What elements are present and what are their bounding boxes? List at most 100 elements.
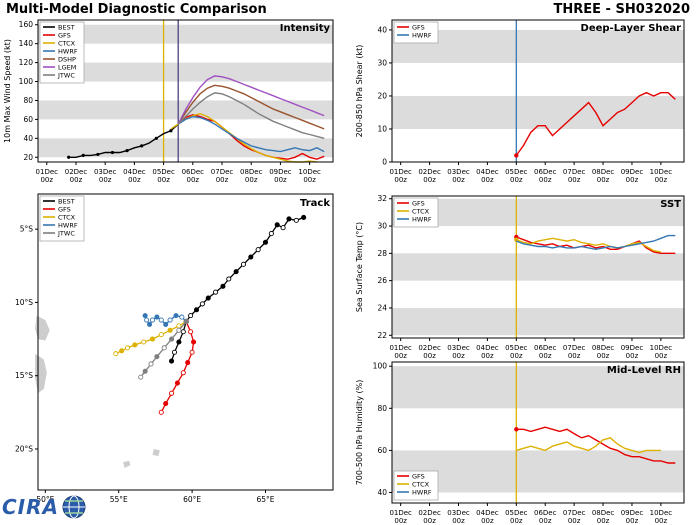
track-point-BEST [188, 313, 194, 319]
track-point-GFS [185, 359, 191, 366]
series-marker-BEST [96, 152, 100, 157]
x-tick-day: 04Dec [476, 344, 499, 352]
land-shape [123, 460, 131, 468]
track-point-JTWC [176, 327, 182, 333]
y-tick-label: 40 [23, 134, 33, 143]
panel-title: Intensity [280, 23, 331, 34]
x-tick-day: 07Dec [563, 509, 586, 517]
plot-border [37, 19, 334, 163]
track-point-HWRF [179, 314, 185, 320]
plot-svg: 01020304001Dec00z02Dec00z03Dec00z04Dec00… [355, 19, 685, 184]
x-tick-hour: 00z [510, 176, 523, 184]
series-HWRF [177, 115, 325, 153]
legend-label-DSHP: DSHP [58, 55, 76, 63]
legend-label-LGEM: LGEM [58, 63, 76, 71]
track-point-BEST [205, 295, 211, 301]
shade-band [38, 24, 333, 44]
track-point-HWRF [154, 314, 160, 320]
x-tick-hour: 00z [128, 176, 141, 184]
lon-tick-label: 60°E [183, 495, 201, 504]
y-tick-label: 24 [377, 303, 387, 312]
x-tick-hour: 00z [481, 517, 494, 525]
cira-logo: CIRA [2, 494, 87, 520]
track-point-CTCX [119, 348, 125, 354]
x-tick-day: 01Dec [389, 168, 412, 176]
track-point-BEST [213, 289, 219, 295]
legend-label-GFS: GFS [58, 205, 71, 213]
panel-title: Deep-Layer Shear [581, 23, 682, 34]
x-tick-hour: 00z [452, 352, 465, 358]
y-tick-label: 100 [19, 77, 34, 86]
legend-box [39, 21, 85, 84]
x-tick-day: 08Dec [592, 509, 615, 517]
x-tick-day: 03Dec [94, 168, 117, 176]
panel-title: SST [660, 199, 681, 210]
x-tick-hour: 00z [510, 352, 523, 358]
plot-border [391, 195, 685, 339]
x-tick-day: 02Dec [418, 168, 441, 176]
plot-svg: 22242628303201Dec00z02Dec00z03Dec00z04De… [355, 194, 685, 358]
y-tick-label: 60 [23, 115, 33, 124]
x-tick-hour: 00z [568, 352, 581, 358]
series-marker-BEST [110, 150, 115, 155]
x-tick-day: 01Dec [36, 168, 59, 176]
track-point-CTCX [132, 342, 138, 348]
x-tick-day: 04Dec [123, 168, 146, 176]
y-tick-label: 80 [23, 96, 33, 105]
track-point-JTWC [183, 318, 189, 325]
series-marker-BEST [140, 144, 144, 148]
x-tick-hour: 00z [394, 352, 407, 358]
lon-tick-label: 50°E [36, 495, 54, 504]
x-tick-day: 06Dec [534, 344, 557, 352]
globe-icon [62, 495, 86, 519]
x-tick-day: 04Dec [476, 509, 499, 517]
x-tick-hour: 00z [40, 176, 53, 184]
lat-tick-label: 20°S [15, 444, 33, 453]
y-tick-label: 40 [377, 25, 387, 34]
track-point-HWRF [149, 317, 156, 323]
legend-label-GFS: GFS [58, 31, 71, 39]
track-point-JTWC [169, 336, 175, 342]
track-point-BEST [280, 225, 286, 231]
x-tick-hour: 00z [568, 517, 581, 525]
legend-label-JTWC: JTWC [57, 229, 75, 237]
x-tick-hour: 00z [539, 176, 552, 184]
y-axis-label: 200-850 hPa Shear (kt) [355, 45, 364, 138]
series-DSHP [177, 84, 325, 130]
y-axis-label: Sea Surface Temp (°C) [355, 222, 364, 312]
x-tick-hour: 00z [99, 176, 112, 184]
track-point-CTCX [167, 327, 173, 333]
x-tick-day: 03Dec [447, 168, 470, 176]
series-start-marker-GFS [514, 427, 519, 432]
track-map: 50°E 55°E 60°E 65°E 5°S 10°S 15°S 20°S Track BEST… [0, 192, 348, 514]
legend-label-JTWC: JTWC [57, 71, 75, 79]
x-tick-hour: 00z [510, 517, 523, 525]
x-tick-hour: 00z [597, 176, 610, 184]
series-start-marker-GFS [514, 153, 519, 158]
x-tick-day: 07Dec [563, 344, 586, 352]
x-tick-day: 10Dec [650, 509, 673, 517]
storm-id: THREE - SH032020 [553, 2, 690, 17]
cira-logo-text: CIRA [2, 495, 59, 519]
x-tick-hour: 00z [187, 176, 200, 184]
x-tick-day: 09Dec [621, 168, 644, 176]
track-point-BEST [199, 301, 205, 307]
lat-tick-label: 10°S [15, 298, 33, 307]
track-BEST [170, 216, 304, 362]
legend-label-HWRF: HWRF [412, 488, 432, 496]
track-point-BEST [220, 283, 226, 289]
x-tick-hour: 00z [481, 352, 494, 358]
x-tick-day: 10Dec [298, 168, 321, 176]
x-tick-day: 10Dec [650, 344, 673, 352]
y-tick-label: 0 [382, 158, 387, 167]
x-tick-hour: 00z [626, 176, 639, 184]
land-shape [35, 353, 47, 394]
track-point-CTCX [158, 332, 164, 338]
x-tick-day: 08Dec [592, 168, 615, 176]
series-HWRF [516, 234, 676, 251]
legend-label-HWRF: HWRF [58, 47, 78, 55]
shade-band [392, 198, 684, 227]
track-point-BEST [262, 239, 269, 245]
x-tick-hour: 00z [655, 352, 668, 358]
series-CTCX [516, 237, 662, 253]
